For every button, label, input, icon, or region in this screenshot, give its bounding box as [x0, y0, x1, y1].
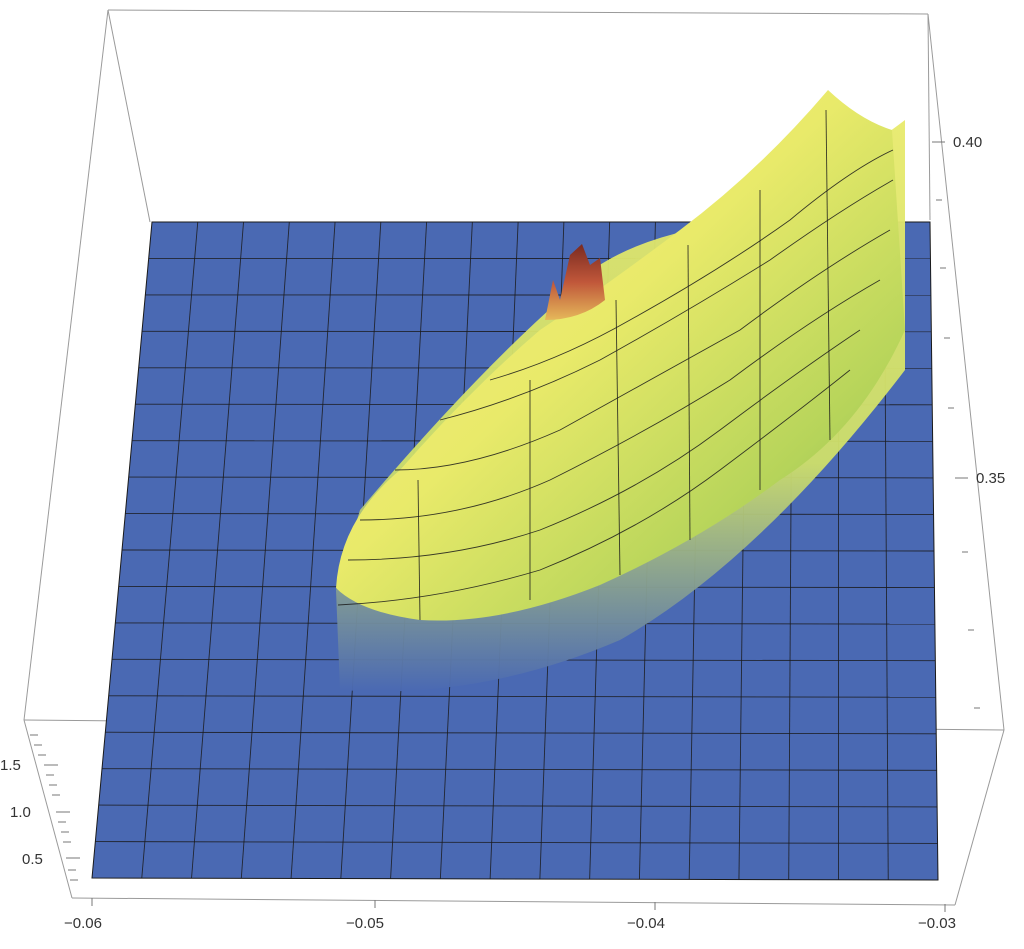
- x-tick-label-3: −0.03: [918, 915, 956, 932]
- z-axis: 1.5 1.0 0.5: [0, 734, 80, 881]
- ridge-mesh: [337, 109, 894, 621]
- surface-ridge: [336, 90, 905, 692]
- floor-mesh-line: [95, 841, 938, 844]
- y-axis: 0.40 0.35: [932, 134, 1005, 709]
- z-tick-label-1: 1.0: [10, 804, 31, 821]
- ridge-peak: [545, 244, 605, 320]
- x-tick-label-0: −0.06: [64, 915, 102, 932]
- ridge-top: [336, 90, 905, 621]
- x-tick-label-1: −0.05: [346, 915, 384, 932]
- x-axis: −0.06 −0.05 −0.04 −0.03: [64, 898, 956, 932]
- y-tick-label-1: 0.35: [976, 470, 1005, 487]
- floor-mesh-line: [98, 804, 938, 808]
- z-tick-label-0: 1.5: [0, 757, 21, 774]
- floor-mesh-line: [101, 768, 937, 771]
- y-tick-label-0: 0.40: [953, 134, 982, 151]
- x-tick-label-2: −0.04: [627, 915, 665, 932]
- z-tick-label-2: 0.5: [22, 851, 43, 868]
- floor-mesh-line: [105, 731, 937, 735]
- floor-mesh-line: [108, 695, 936, 698]
